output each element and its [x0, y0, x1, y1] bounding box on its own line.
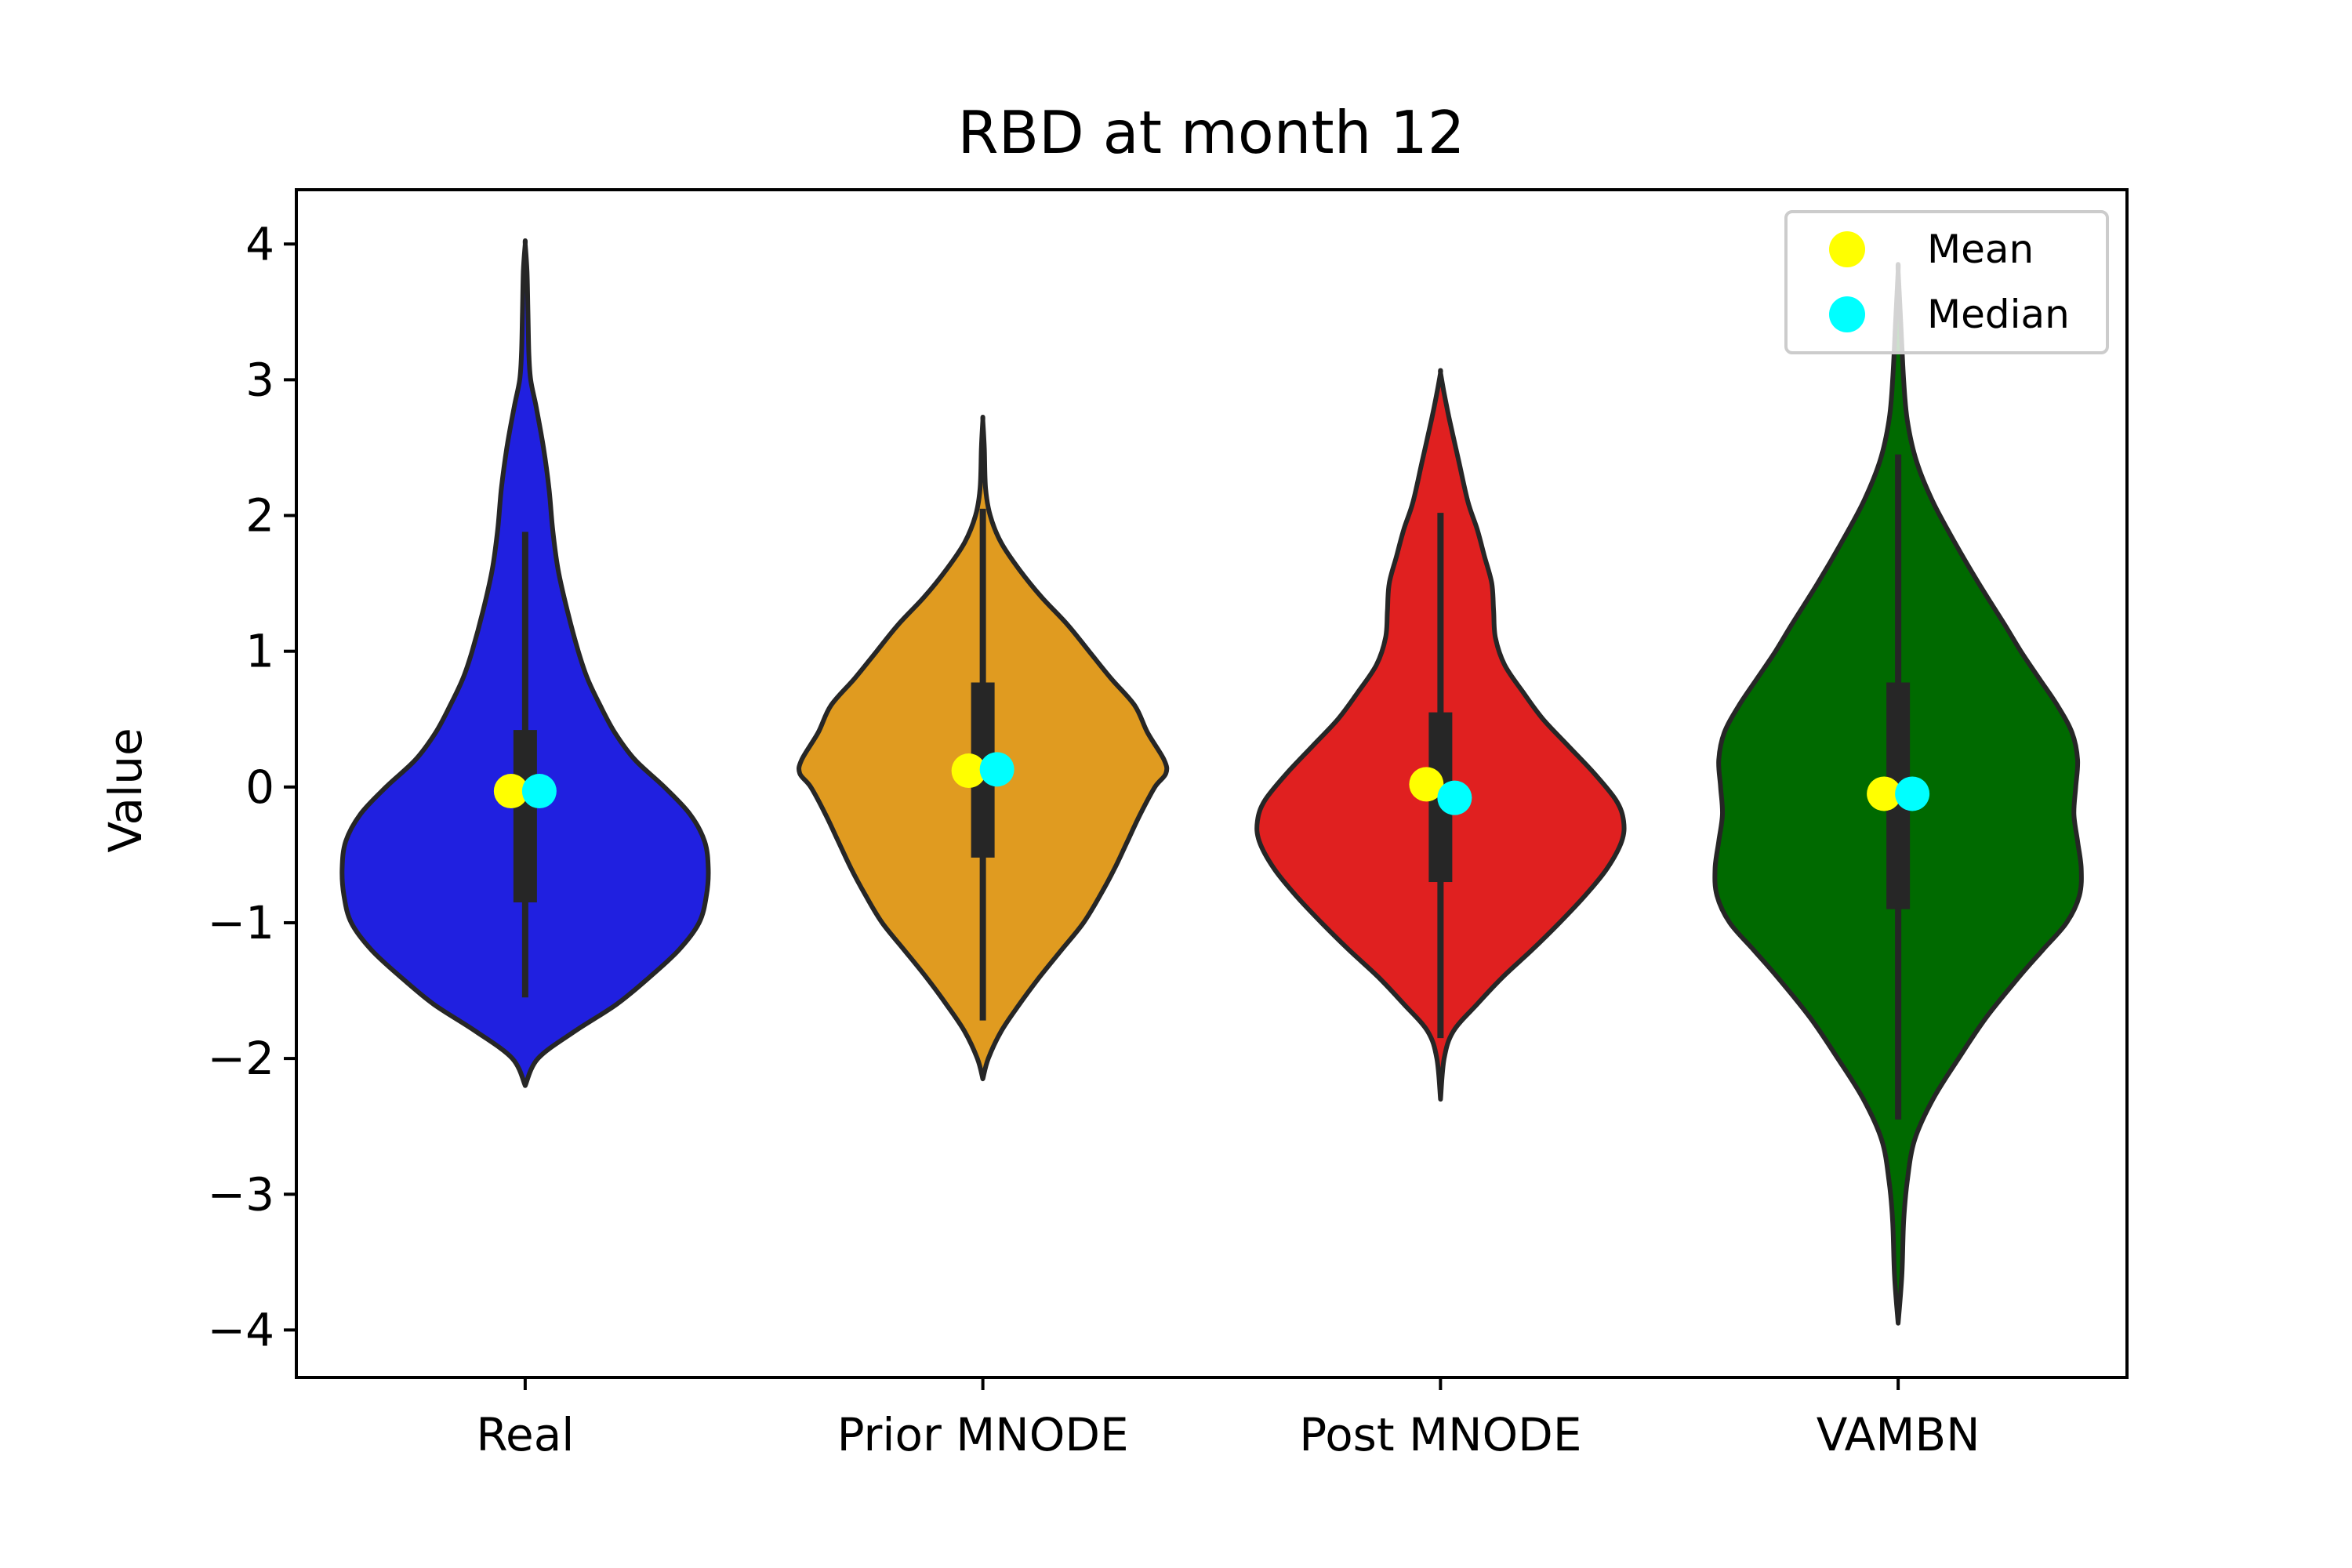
y-tick-label: 2 [245, 489, 274, 543]
plot-frame [295, 188, 2129, 1379]
median-point-prior-mnode [979, 752, 1014, 787]
mean-point-post-mnode [1409, 767, 1444, 802]
legend: Mean Median [1784, 210, 2109, 354]
y-tick-label: 0 [245, 760, 274, 814]
y-tick-label: 1 [245, 625, 274, 678]
mean-point-vambn [1867, 776, 1902, 811]
x-tick-label: Prior MNODE [837, 1408, 1129, 1461]
y-tick-label: −3 [208, 1167, 275, 1221]
median-point-vambn [1895, 776, 1930, 811]
mean-point-real [493, 774, 528, 809]
legend-marker-median [1829, 296, 1865, 332]
violins-group [339, 238, 2084, 1326]
y-tick-label: 3 [245, 353, 274, 406]
mean-point-prior-mnode [951, 753, 986, 789]
y-ticks-group: −4 −3 −2 −1 0 1 2 3 4 [208, 217, 296, 1356]
median-point-real [521, 774, 557, 809]
x-tick-label: Post MNODE [1299, 1408, 1581, 1461]
y-tick-label: −1 [208, 896, 275, 949]
y-tick-label: −2 [208, 1032, 275, 1085]
chart-title: RBD at month 12 [957, 98, 1465, 167]
y-tick-label: 4 [245, 217, 274, 270]
y-axis-label: Value [99, 728, 152, 852]
x-tick-label: VAMBN [1817, 1408, 1980, 1461]
legend-marker-mean [1829, 231, 1865, 267]
legend-label-mean: Mean [1927, 227, 2034, 272]
legend-box [1784, 210, 2109, 354]
iqr-box-real [513, 730, 537, 902]
x-ticks-group: Real Prior MNODE Post MNODE VAMBN [476, 1377, 1980, 1461]
legend-label-median: Median [1927, 292, 2070, 337]
median-point-post-mnode [1437, 780, 1472, 815]
x-tick-label: Real [476, 1408, 574, 1461]
y-tick-label: −4 [208, 1303, 275, 1356]
